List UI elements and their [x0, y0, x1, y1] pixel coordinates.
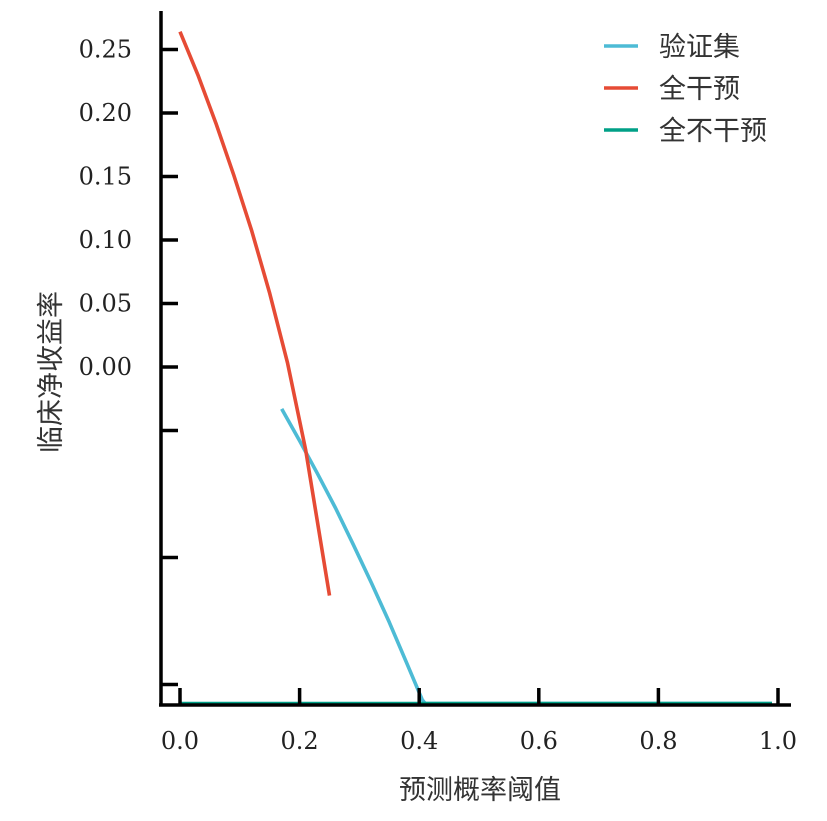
y-tick-label: 0.15	[79, 163, 132, 191]
y-axis-title: 临床净收益率	[36, 291, 67, 453]
legend-label: 验证集	[659, 32, 740, 63]
y-tick-label: 0.20	[79, 99, 132, 127]
y-tick-label: 0.05	[79, 290, 132, 318]
x-tick-label: 0.6	[520, 727, 558, 755]
ticks: 0.25 0.20 0.15 0.10 0.05 0.00 0.0 0.2 0.4 0.6 0.8 1…	[79, 36, 798, 756]
y-tick-label: 0.00	[79, 353, 132, 381]
axes	[159, 11, 791, 707]
legend-label: 全不干预	[659, 116, 767, 147]
y-tick-label: 0.25	[79, 36, 132, 64]
series-line-1	[280, 408, 772, 706]
legend-label: 全干预	[659, 74, 740, 105]
x-tick-label: 0.8	[639, 727, 677, 755]
x-tick-label: 0.0	[161, 727, 199, 755]
x-tick-label: 0.4	[400, 727, 438, 755]
y-tick-label: 0.10	[79, 226, 132, 254]
x-tick-label: 0.2	[281, 727, 319, 755]
series-line-2	[178, 31, 332, 596]
x-axis-title: 预测概率阈值	[399, 775, 561, 806]
x-tick-label: 1.0	[759, 727, 797, 755]
